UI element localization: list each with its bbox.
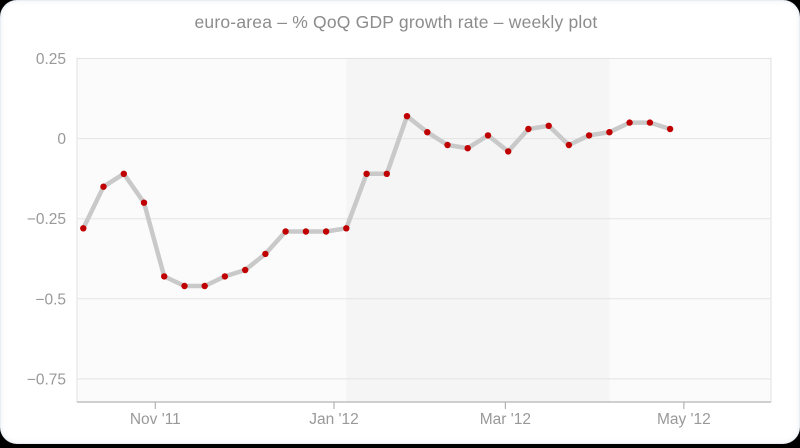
data-point [383,170,390,177]
data-point [242,266,249,274]
data-point [585,132,593,139]
data-point [606,129,613,136]
y-tick-label: 0 [57,131,66,148]
data-point [302,228,310,235]
x-tick-label: Nov '11 [130,411,181,428]
data-point [322,228,330,235]
quarter-band [346,57,610,402]
data-point [181,282,188,290]
data-point [403,113,411,120]
data-point [484,132,492,139]
y-tick-label: −0.5 [35,291,66,308]
data-line [81,113,673,289]
data-point [505,148,512,155]
data-point [565,141,573,149]
data-point [363,170,370,177]
data-point [464,145,471,152]
chart-title: euro-area – % QoQ GDP growth rate – week… [194,12,598,32]
data-point [444,141,451,149]
data-point [140,199,148,206]
x-tick-label: Mar '12 [480,411,531,428]
data-point [424,129,431,136]
data-point [343,225,350,232]
y-tick-label: −0.25 [27,211,66,228]
data-point [201,282,208,290]
data-point [666,125,674,133]
x-tick-label: Jan '12 [309,411,359,428]
data-point [120,170,128,177]
data-point [282,228,289,235]
data-point [221,273,229,280]
data-point [80,225,87,232]
data-point [161,273,168,280]
x-tick-label: May '12 [657,411,711,428]
y-tick-label: −0.75 [27,371,66,388]
data-point [100,183,107,190]
y-tick-label: 0.25 [36,51,66,68]
data-point [626,119,633,126]
data-point [525,125,532,133]
data-point [545,122,552,129]
data-point [262,250,269,258]
data-point [646,119,654,126]
